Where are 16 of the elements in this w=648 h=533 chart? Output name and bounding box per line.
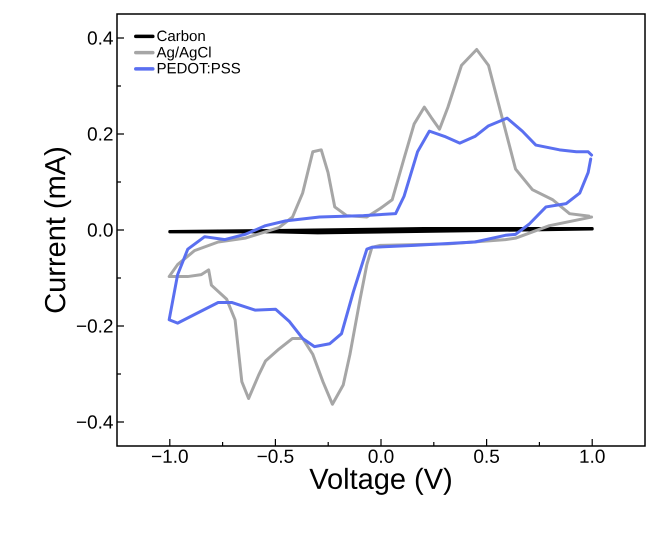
y-tick-label: 0.4 [88, 31, 113, 45]
y-tick-label: −0.4 [76, 415, 113, 429]
y-tick-label: 0.0 [88, 223, 113, 237]
y-tick-label: −0.2 [76, 319, 113, 333]
y-tick-label: 0.2 [88, 127, 113, 141]
x-axis-title: Voltage (V) [309, 468, 451, 495]
legend-label: Ag/AgCl [156, 46, 211, 60]
legend-label: Carbon [157, 30, 205, 42]
y-axis-title: Current (mA) [44, 148, 72, 312]
x-tick-label: 0.0 [368, 450, 394, 463]
x-tick-label: 1.0 [580, 450, 605, 463]
x-tick-label: 0.5 [474, 450, 500, 463]
x-tick-label: −0.5 [258, 450, 294, 463]
legend-label: PEDOT:PSS [158, 62, 240, 74]
line-series [168, 116, 594, 348]
x-tick-label: −1.0 [152, 450, 188, 463]
